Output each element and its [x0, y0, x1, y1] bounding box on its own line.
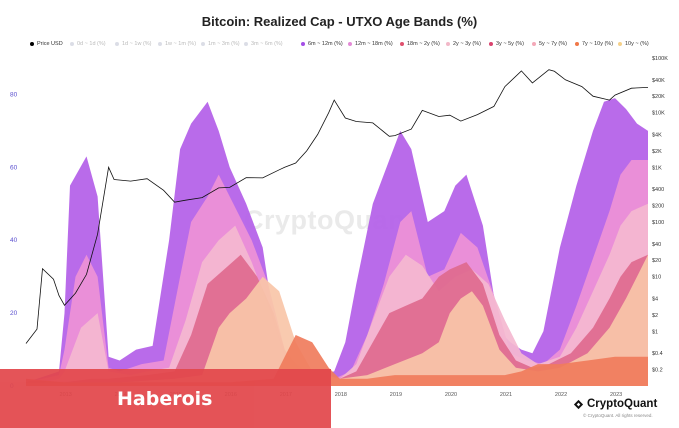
- haberois-banner: Haberois: [0, 369, 331, 428]
- legend-swatch: [30, 42, 34, 46]
- legend-swatch: [158, 42, 162, 46]
- legend-item[interactable]: 1w ~ 1m (%): [158, 41, 196, 47]
- legend-swatch: [400, 42, 404, 46]
- right-axis-tick: $100K: [652, 56, 668, 62]
- legend-label: 3m ~ 6m (%): [251, 41, 283, 47]
- right-axis-tick: $40: [652, 242, 661, 248]
- right-axis-tick: $0.2: [652, 368, 663, 374]
- left-axis-tick: 40: [10, 237, 18, 244]
- banner-text: Haberois: [117, 387, 213, 410]
- legend-swatch: [348, 42, 352, 46]
- legend-label: 1d ~ 1w (%): [122, 41, 152, 47]
- legend-label: 1m ~ 3m (%): [208, 41, 240, 47]
- x-axis-tick: 2023: [610, 392, 622, 398]
- cryptoquant-logo-text: CryptoQuant: [587, 398, 658, 410]
- legend-swatch: [575, 42, 579, 46]
- legend-label: 12m ~ 18m (%): [355, 41, 393, 47]
- right-axis-tick: $20K: [652, 94, 665, 100]
- legend-item[interactable]: 2y ~ 3y (%): [446, 41, 481, 47]
- right-axis-tick: $0.4: [652, 351, 663, 357]
- legend-label: 10y ~ (%): [625, 41, 649, 47]
- left-axis-tick: 20: [10, 310, 18, 317]
- legend-swatch: [489, 42, 493, 46]
- x-axis-tick: 2022: [555, 392, 567, 398]
- legend-label: 18m ~ 2y (%): [407, 41, 440, 47]
- legend-swatch: [301, 42, 305, 46]
- legend-item[interactable]: 18m ~ 2y (%): [400, 41, 440, 47]
- legend-label: 1w ~ 1m (%): [165, 41, 197, 47]
- legend-label: Price USD: [37, 41, 63, 47]
- legend-swatch: [618, 42, 622, 46]
- legend-label: 6m ~ 12m (%): [308, 41, 343, 47]
- right-axis-tick: $200: [652, 204, 664, 210]
- cryptoquant-logo: CryptoQuant: [573, 398, 657, 410]
- chart-title: Bitcoin: Realized Cap - UTXO Age Bands (…: [201, 14, 478, 29]
- right-axis-tick: $2: [652, 313, 658, 319]
- right-axis-tick: $4K: [652, 132, 662, 138]
- legend-item[interactable]: 0d ~ 1d (%): [70, 41, 106, 47]
- right-axis-tick: $400: [652, 187, 664, 193]
- right-axis-tick: $20: [652, 258, 661, 264]
- legend-item[interactable]: Price USD: [30, 41, 63, 47]
- x-axis-tick: 2019: [390, 392, 402, 398]
- right-axis-tick: $100: [652, 220, 664, 226]
- right-axis-tick: $10: [652, 275, 661, 281]
- legend-label: 3y ~ 5y (%): [496, 41, 524, 47]
- legend-swatch: [244, 42, 248, 46]
- legend-swatch: [532, 42, 536, 46]
- legend-swatch: [115, 42, 119, 46]
- legend-label: 2y ~ 3y (%): [453, 41, 481, 47]
- cryptoquant-logo-icon: [573, 399, 584, 409]
- legend-item[interactable]: 1m ~ 3m (%): [201, 41, 240, 47]
- right-axis-tick: $1: [652, 329, 658, 335]
- right-axis-tick: $4: [652, 296, 658, 302]
- x-axis-tick: 2018: [335, 392, 347, 398]
- legend-label: 0d ~ 1d (%): [77, 41, 106, 47]
- right-axis-tick: $10K: [652, 111, 665, 117]
- legend-item[interactable]: 7y ~ 10y (%): [575, 41, 613, 47]
- legend-item[interactable]: 12m ~ 18m (%): [348, 41, 393, 47]
- left-axis-tick: 80: [10, 91, 18, 98]
- legend-swatch: [201, 42, 205, 46]
- area-series: [26, 335, 648, 386]
- legend-label: 5y ~ 7y (%): [539, 41, 567, 47]
- legend-item[interactable]: 5y ~ 7y (%): [532, 41, 567, 47]
- chart-legend: Price USD 0d ~ 1d (%) 1d ~ 1w (%) 1w ~ 1m (…: [30, 41, 670, 53]
- right-axis-tick: $1K: [652, 165, 662, 171]
- legend-item[interactable]: 3y ~ 5y (%): [489, 41, 524, 47]
- right-axis-tick: $40K: [652, 78, 665, 84]
- copyright-text: © CryptoQuant. All rights reserved.: [583, 413, 653, 418]
- legend-item[interactable]: 1d ~ 1w (%): [115, 41, 152, 47]
- right-axis-tick: $2K: [652, 149, 662, 155]
- x-axis-tick: 2021: [500, 392, 512, 398]
- legend-label: 7y ~ 10y (%): [582, 41, 614, 47]
- legend-swatch: [70, 42, 74, 46]
- legend-item[interactable]: 6m ~ 12m (%): [301, 41, 343, 47]
- legend-item[interactable]: 10y ~ (%): [618, 41, 649, 47]
- area-series: [26, 254, 648, 386]
- x-axis-tick: 2020: [445, 392, 457, 398]
- area-series: [26, 98, 648, 386]
- price-line: [25, 69, 649, 344]
- legend-item[interactable]: 3m ~ 6m (%): [244, 41, 283, 47]
- legend-swatch: [446, 42, 450, 46]
- left-axis-tick: 60: [10, 164, 18, 171]
